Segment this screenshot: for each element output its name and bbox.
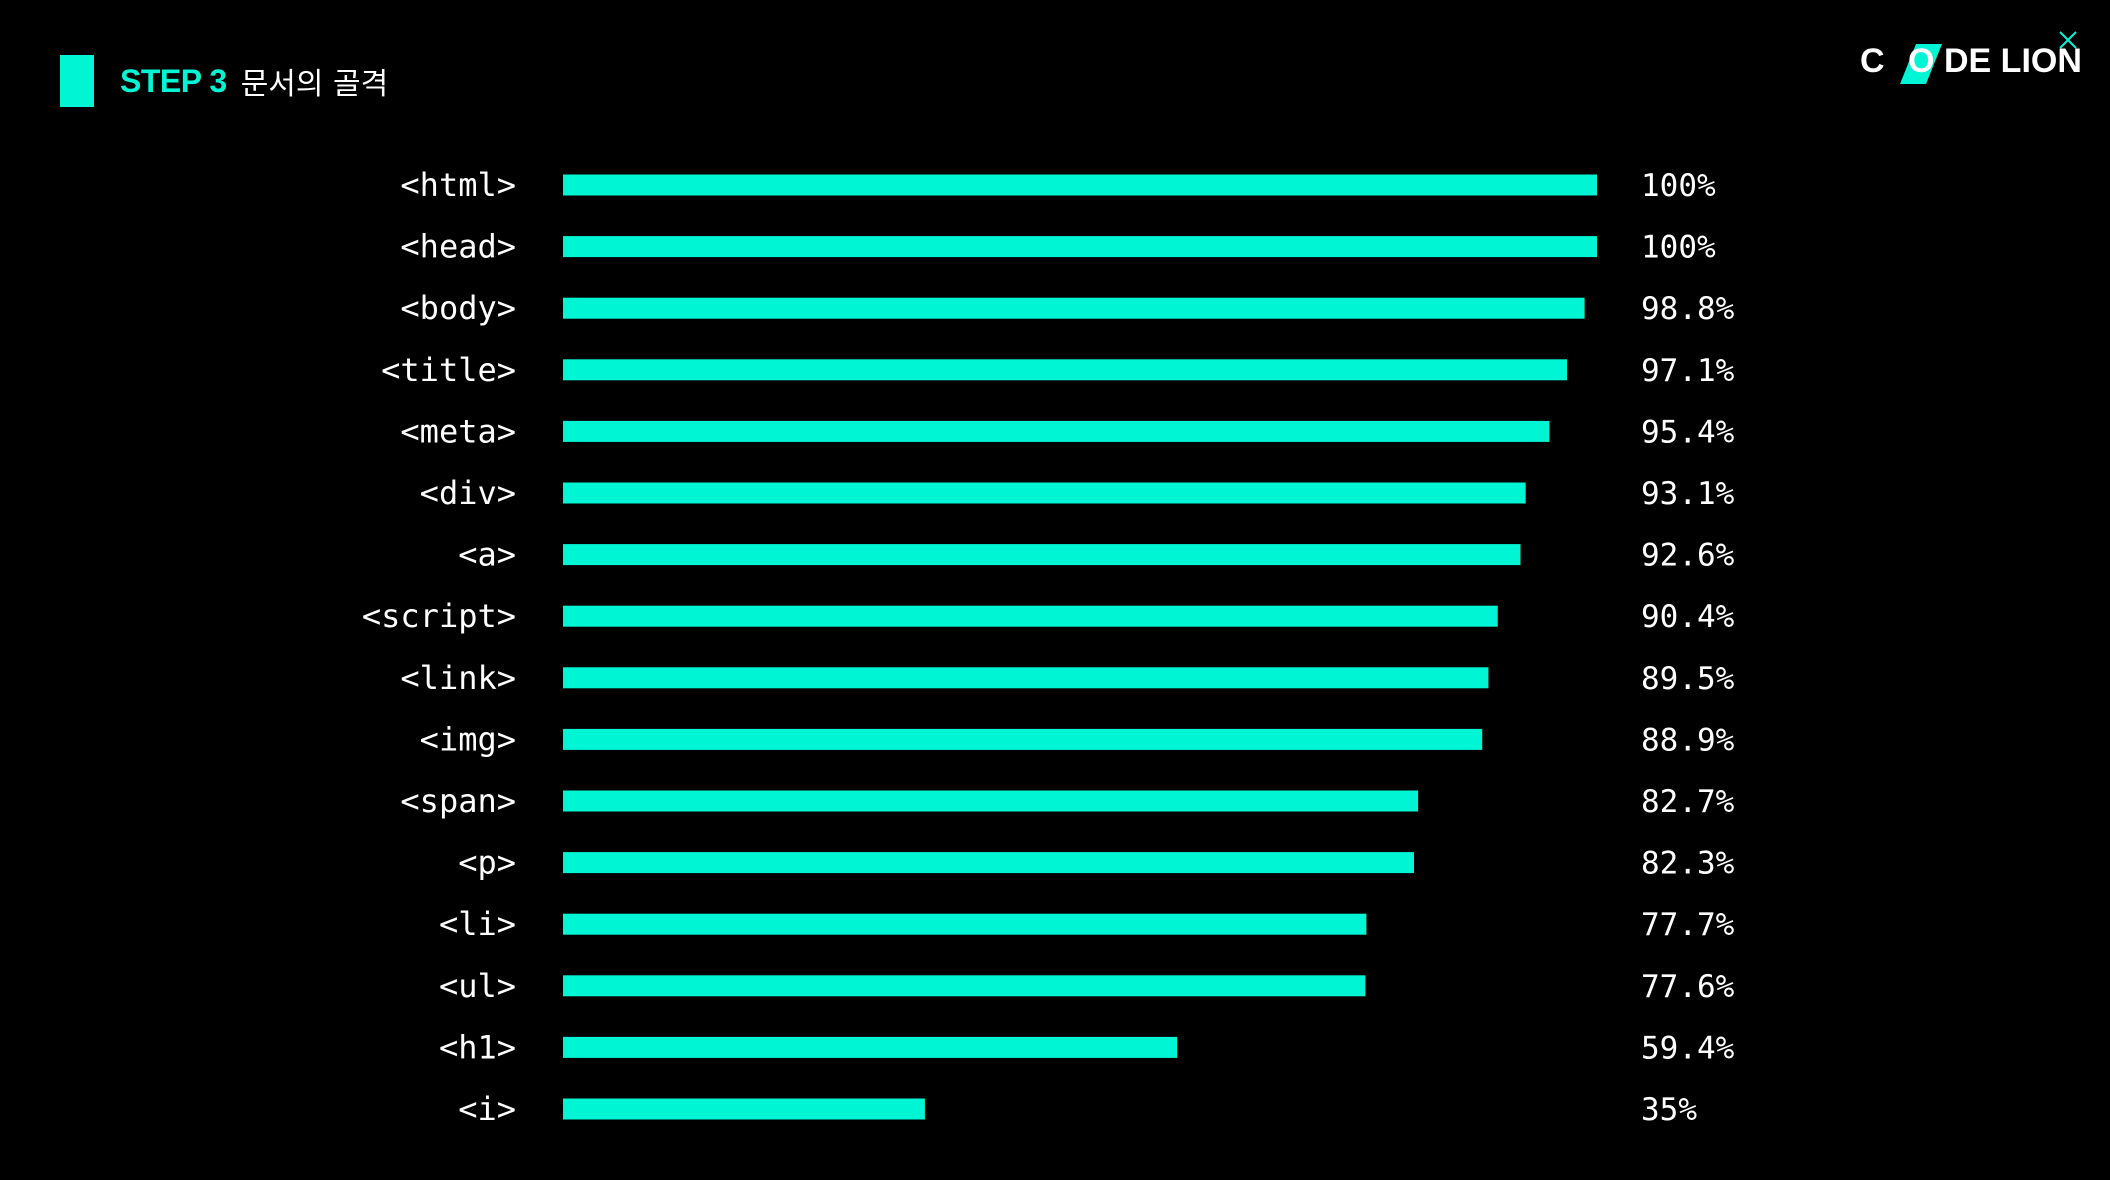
value-label: 59.4% xyxy=(1641,1030,1735,1066)
value-label: 89.5% xyxy=(1641,661,1735,697)
category-label: <div> xyxy=(420,474,516,512)
bar xyxy=(563,297,1585,319)
bar xyxy=(563,544,1521,566)
category-label: <script> xyxy=(362,597,516,635)
value-label: 82.7% xyxy=(1641,784,1735,820)
bar xyxy=(563,482,1526,504)
category-label: <i> xyxy=(458,1090,516,1128)
category-label: <p> xyxy=(458,844,516,882)
value-label: 82.3% xyxy=(1641,846,1735,882)
category-label: <a> xyxy=(458,536,516,574)
category-label: <img> xyxy=(420,720,516,758)
bar xyxy=(563,913,1367,935)
logo-slash-mark: O xyxy=(1900,42,1942,84)
svg-text:O: O xyxy=(1908,42,1934,80)
value-label: 77.6% xyxy=(1641,969,1735,1005)
value-label: 93.1% xyxy=(1641,476,1735,512)
value-label: 95.4% xyxy=(1641,414,1735,450)
bar xyxy=(563,236,1597,258)
bar xyxy=(563,852,1414,874)
category-label: <title> xyxy=(381,351,516,389)
category-label: <li> xyxy=(439,905,516,943)
bar xyxy=(563,1036,1178,1058)
category-label: <html> xyxy=(400,166,516,204)
value-label: 92.6% xyxy=(1641,538,1735,574)
step-title: 문서의 골격 xyxy=(240,67,389,102)
bar xyxy=(563,667,1489,689)
category-label: <ul> xyxy=(439,967,516,1005)
bar xyxy=(563,728,1483,750)
category-label: <body> xyxy=(400,289,516,327)
bar xyxy=(563,359,1568,381)
accent-block xyxy=(60,55,94,107)
logo-text-c: C xyxy=(1860,42,1885,80)
value-label: 100% xyxy=(1641,168,1716,204)
category-label: <link> xyxy=(400,659,516,697)
code-lion-logo: C O DE LION xyxy=(1860,31,2082,84)
value-label: 77.7% xyxy=(1641,907,1735,943)
bar xyxy=(563,605,1498,627)
bar xyxy=(563,790,1419,812)
value-label: 97.1% xyxy=(1641,353,1735,389)
value-label: 90.4% xyxy=(1641,599,1735,635)
step-label: STEP 3 xyxy=(120,62,227,99)
bar xyxy=(563,975,1366,997)
category-label: <span> xyxy=(400,782,516,820)
value-label: 88.9% xyxy=(1641,722,1735,758)
logo-text-rest: DE LION xyxy=(1944,42,2082,80)
bar xyxy=(563,420,1550,442)
bar xyxy=(563,174,1597,196)
category-label: <h1> xyxy=(439,1028,516,1066)
category-label: <head> xyxy=(400,228,516,266)
value-label: 100% xyxy=(1641,230,1716,266)
category-label: <meta> xyxy=(400,412,516,450)
value-label: 35% xyxy=(1641,1092,1697,1128)
value-label: 98.8% xyxy=(1641,291,1735,327)
bar xyxy=(563,1098,925,1120)
slide-header: STEP 3 문서의 골격 xyxy=(60,55,388,107)
